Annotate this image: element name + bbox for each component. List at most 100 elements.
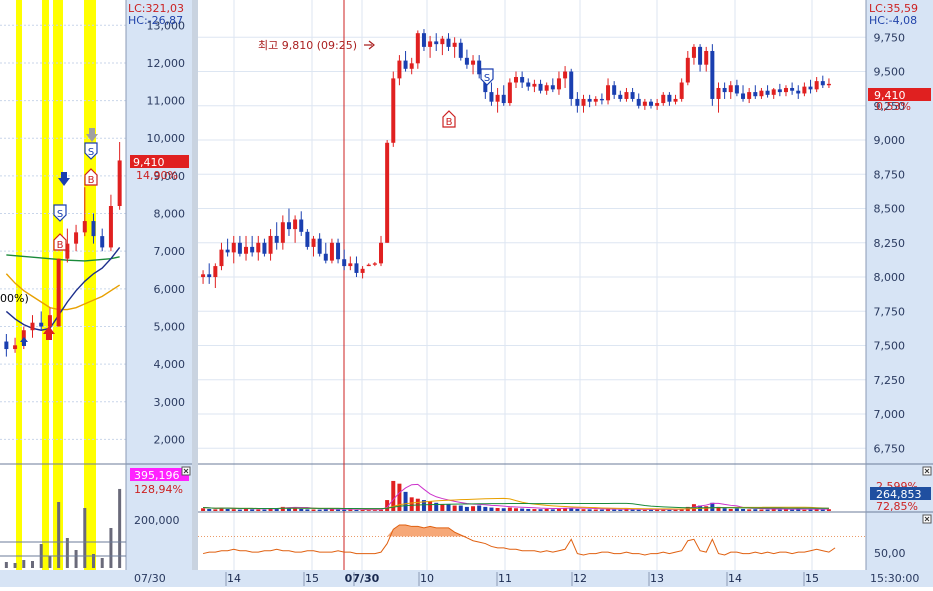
intraday-volume-bars — [201, 480, 831, 511]
panel-splitter[interactable] — [192, 0, 198, 587]
volume-bar — [759, 509, 764, 511]
candle-body — [520, 77, 525, 83]
candle-body — [544, 85, 549, 91]
volume-bar — [741, 508, 746, 511]
signal-label: B — [446, 117, 453, 128]
candle-body — [550, 85, 555, 90]
volume-bar — [544, 508, 549, 511]
left-y-tick-labels: 13,000 12,000 11,000 10,000 9,000 8,000 7,000 6… — [147, 19, 186, 446]
candle-body — [391, 78, 396, 143]
candle-body — [30, 322, 35, 331]
volume-bar — [372, 510, 377, 511]
close-icon[interactable] — [922, 466, 932, 476]
right-price-badge: 9,410 — [874, 89, 906, 102]
candle-body — [642, 101, 647, 106]
volume-bar — [464, 506, 469, 511]
candle-body — [606, 85, 611, 101]
volume-bar — [667, 509, 672, 511]
volume-bar — [31, 561, 34, 568]
left-partial-pct: 00%) — [0, 292, 29, 305]
volume-bar — [495, 507, 500, 511]
volume-bar — [118, 488, 122, 568]
candle-body — [336, 242, 341, 260]
candle-body — [299, 219, 304, 232]
volume-bar — [348, 509, 353, 511]
candle-body — [673, 98, 678, 102]
y-tick-label: 7,000 — [154, 245, 186, 258]
candle-body — [747, 92, 752, 99]
volume-bar — [477, 505, 482, 511]
candle-body — [280, 222, 285, 243]
volume-bar — [661, 509, 666, 511]
candle-body — [434, 41, 439, 45]
volume-bar — [716, 506, 721, 511]
volume-bar — [293, 508, 298, 511]
candle-body — [100, 236, 105, 248]
right-volume-badge: 264,853 — [876, 488, 922, 501]
candle-body — [385, 142, 390, 243]
volume-bar — [820, 509, 825, 511]
candle-body — [826, 83, 831, 86]
candle-body — [311, 238, 316, 247]
volume-bar — [673, 509, 678, 511]
volume-bar — [428, 501, 433, 511]
right-volume-pct: 72,85% — [876, 500, 918, 513]
candle-body — [777, 89, 782, 93]
volume-bar — [385, 500, 390, 511]
right-plot-area[interactable] — [198, 0, 866, 570]
candle-body — [514, 77, 518, 83]
volume-bar — [409, 497, 414, 511]
candle-body — [366, 264, 371, 267]
volume-bar — [4, 562, 8, 568]
candle-body — [219, 249, 224, 267]
volume-bar — [311, 509, 316, 511]
volume-bar — [808, 509, 813, 511]
volume-bar — [403, 491, 408, 511]
candle-body — [458, 42, 463, 58]
candle-body — [501, 94, 506, 104]
candle-body — [452, 42, 457, 47]
volume-bar — [655, 509, 660, 511]
candle-body — [630, 92, 635, 99]
volume-bar — [366, 510, 371, 511]
candle-body — [421, 33, 426, 47]
candle-body — [250, 246, 255, 253]
volume-bar — [213, 509, 218, 511]
signal-label: B — [88, 175, 95, 186]
candle-body — [741, 93, 746, 99]
volume-bar — [244, 508, 249, 511]
y-tick-label: 8,750 — [874, 168, 906, 181]
volume-bar — [219, 508, 224, 511]
x-axis-strip — [0, 570, 933, 587]
oscillator-line — [198, 524, 866, 556]
volume-bar — [642, 509, 647, 511]
volume-bar — [771, 509, 776, 511]
volume-bar — [100, 558, 104, 568]
volume-bar — [434, 502, 439, 511]
x-tick-label: 12 — [573, 572, 587, 585]
signal-label: S — [484, 73, 490, 84]
candle-body — [771, 89, 776, 95]
candle-body — [39, 322, 44, 327]
candle-body — [201, 274, 206, 278]
volume-bar — [262, 509, 267, 511]
left-volume-pct: 128,94% — [134, 483, 183, 496]
candle-body — [207, 274, 212, 278]
volume-bar — [48, 556, 52, 568]
candle-body — [704, 50, 709, 65]
close-icon[interactable] — [922, 514, 932, 524]
candle-body — [274, 235, 279, 243]
volume-bar — [802, 509, 807, 511]
left-price-badge-box — [130, 155, 189, 168]
close-icon[interactable] — [181, 466, 191, 476]
right-price-pct: 0,53% — [876, 100, 911, 113]
volume-average-line — [203, 502, 829, 510]
y-tick-label: 3,000 — [154, 396, 186, 409]
candle-body — [710, 50, 715, 99]
candle-body — [765, 90, 770, 95]
buy-signal-marker: B — [84, 168, 98, 186]
y-tick-label: 12,000 — [147, 57, 186, 70]
volume-bar — [636, 509, 641, 511]
volume-bar — [268, 508, 273, 511]
buy-signal-marker: B — [442, 110, 456, 128]
